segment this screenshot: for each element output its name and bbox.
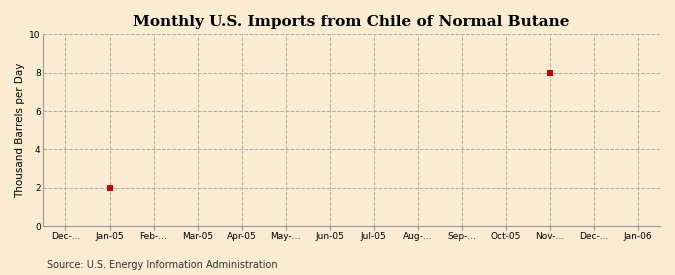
Text: Source: U.S. Energy Information Administration: Source: U.S. Energy Information Administ…	[47, 260, 278, 270]
Title: Monthly U.S. Imports from Chile of Normal Butane: Monthly U.S. Imports from Chile of Norma…	[134, 15, 570, 29]
Point	[104, 186, 115, 190]
Point	[545, 70, 556, 75]
Y-axis label: Thousand Barrels per Day: Thousand Barrels per Day	[15, 63, 25, 198]
